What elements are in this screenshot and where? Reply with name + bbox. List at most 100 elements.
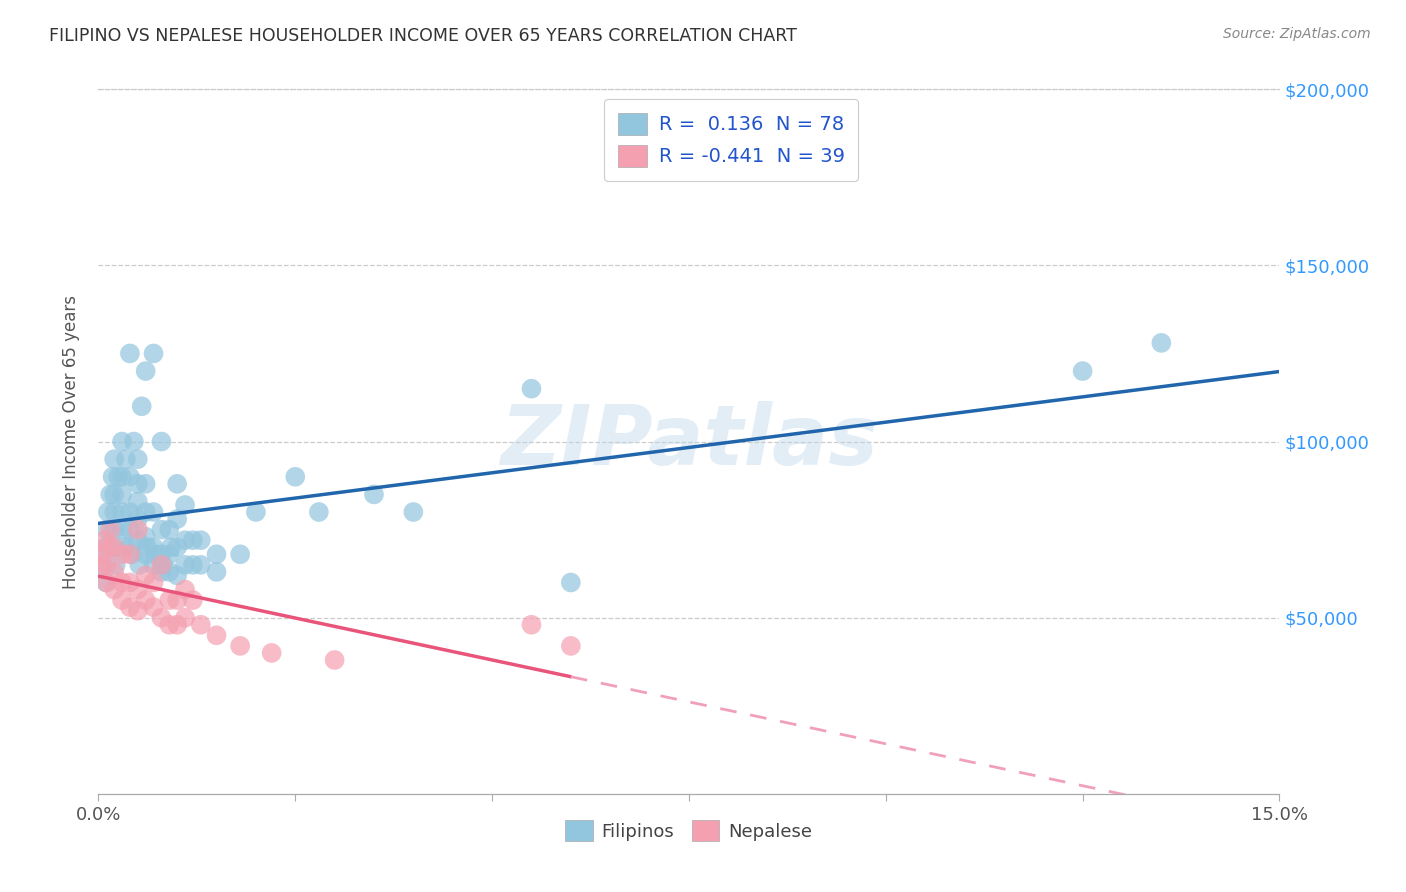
- Point: [118, 547, 141, 561]
- Point: [103, 505, 125, 519]
- Point: [150, 434, 173, 449]
- Point: [103, 540, 125, 554]
- Point: [157, 617, 180, 632]
- Point: [174, 582, 197, 597]
- Point: [181, 533, 204, 548]
- Point: [308, 505, 330, 519]
- Point: [142, 558, 165, 572]
- Text: Source: ZipAtlas.com: Source: ZipAtlas.com: [1223, 27, 1371, 41]
- Point: [96, 523, 118, 537]
- Point: [157, 565, 180, 579]
- Point: [135, 593, 157, 607]
- Point: [118, 346, 141, 360]
- Point: [115, 452, 138, 467]
- Point: [98, 523, 121, 537]
- Point: [166, 568, 188, 582]
- Point: [103, 540, 125, 554]
- Point: [174, 610, 197, 624]
- Point: [1150, 335, 1173, 350]
- Point: [103, 523, 125, 537]
- Point: [96, 575, 118, 590]
- Point: [181, 593, 204, 607]
- Point: [166, 540, 188, 554]
- Point: [103, 487, 125, 501]
- Y-axis label: Householder Income Over 65 years: Householder Income Over 65 years: [62, 294, 80, 589]
- Point: [104, 558, 127, 572]
- Point: [127, 582, 149, 597]
- Point: [560, 639, 582, 653]
- Point: [118, 523, 141, 537]
- Point: [112, 540, 135, 554]
- Point: [93, 540, 115, 554]
- Point: [135, 568, 157, 582]
- Point: [111, 505, 134, 519]
- Point: [150, 558, 173, 572]
- Point: [93, 533, 115, 548]
- Point: [260, 646, 283, 660]
- Point: [118, 575, 141, 590]
- Point: [520, 617, 543, 632]
- Point: [111, 434, 134, 449]
- Point: [91, 558, 114, 572]
- Point: [174, 533, 197, 548]
- Point: [127, 494, 149, 508]
- Point: [90, 558, 112, 572]
- Point: [229, 639, 252, 653]
- Point: [402, 505, 425, 519]
- Point: [111, 487, 134, 501]
- Point: [122, 434, 145, 449]
- Point: [174, 498, 197, 512]
- Point: [111, 575, 134, 590]
- Point: [1071, 364, 1094, 378]
- Point: [142, 505, 165, 519]
- Point: [103, 582, 125, 597]
- Point: [157, 547, 180, 561]
- Point: [166, 617, 188, 632]
- Point: [143, 547, 166, 561]
- Point: [205, 547, 228, 561]
- Point: [98, 487, 121, 501]
- Point: [118, 600, 141, 615]
- Point: [190, 558, 212, 572]
- Point: [150, 523, 173, 537]
- Point: [284, 469, 307, 483]
- Text: FILIPINO VS NEPALESE HOUSEHOLDER INCOME OVER 65 YEARS CORRELATION CHART: FILIPINO VS NEPALESE HOUSEHOLDER INCOME …: [49, 27, 797, 45]
- Point: [174, 558, 197, 572]
- Point: [150, 565, 173, 579]
- Point: [135, 530, 157, 544]
- Point: [142, 575, 165, 590]
- Point: [101, 469, 124, 483]
- Point: [157, 523, 180, 537]
- Point: [121, 547, 143, 561]
- Point: [111, 469, 134, 483]
- Point: [166, 512, 188, 526]
- Point: [142, 540, 165, 554]
- Point: [118, 469, 141, 483]
- Legend: Filipinos, Nepalese: Filipinos, Nepalese: [558, 813, 820, 848]
- Point: [103, 452, 125, 467]
- Point: [127, 452, 149, 467]
- Point: [91, 547, 114, 561]
- Point: [127, 604, 149, 618]
- Point: [152, 558, 174, 572]
- Point: [136, 540, 159, 554]
- Point: [127, 512, 149, 526]
- Point: [520, 382, 543, 396]
- Point: [127, 476, 149, 491]
- Point: [97, 505, 120, 519]
- Point: [96, 575, 118, 590]
- Point: [97, 540, 120, 554]
- Point: [560, 575, 582, 590]
- Point: [150, 610, 173, 624]
- Point: [111, 523, 134, 537]
- Point: [142, 600, 165, 615]
- Point: [135, 547, 157, 561]
- Point: [107, 469, 129, 483]
- Point: [229, 547, 252, 561]
- Point: [157, 593, 180, 607]
- Point: [111, 547, 134, 561]
- Point: [128, 558, 150, 572]
- Point: [135, 476, 157, 491]
- Point: [142, 346, 165, 360]
- Point: [131, 399, 153, 413]
